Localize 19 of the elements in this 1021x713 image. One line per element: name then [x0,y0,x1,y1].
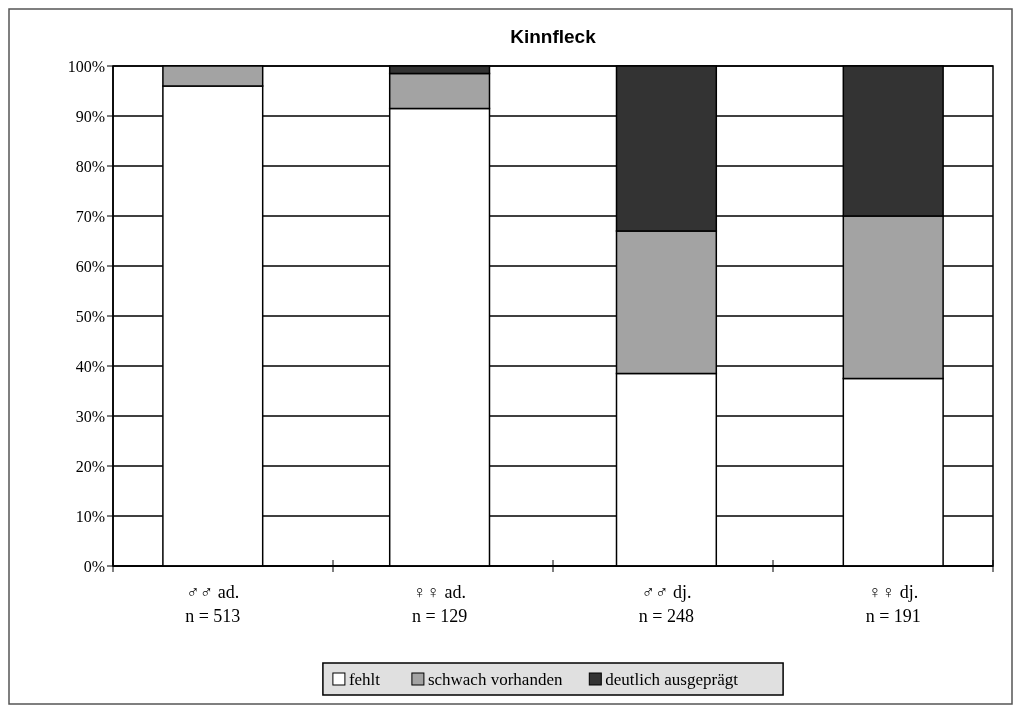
y-tick-label: 60% [75,257,105,275]
y-tick-label: 20% [75,457,105,475]
chart-title: Kinnfleck [510,26,597,47]
y-tick-label: 30% [75,407,105,425]
x-tick-label: ♂♂ ad. n = 513 [185,582,241,626]
y-tick-label: 90% [75,107,105,125]
y-tick-label: 80% [75,157,105,175]
x-tick-label: ♀♀ dj. n = 191 [865,582,921,626]
y-tick-label: 10% [75,507,105,525]
y-tick-label: 40% [75,357,105,375]
legend-label: schwach vorhanden [427,669,563,689]
y-tick-label: 70% [75,207,105,225]
y-tick-label: 0% [83,557,105,575]
x-tick-label: ♂♂ dj. n = 248 [638,582,694,626]
legend-label: deutlich ausgeprägt [605,669,739,689]
y-tick-label: 50% [75,307,105,325]
x-tick-label: ♀♀ ad. n = 129 [412,582,468,626]
y-tick-label: 100% [67,57,105,75]
legend-label: fehlt [348,669,381,689]
